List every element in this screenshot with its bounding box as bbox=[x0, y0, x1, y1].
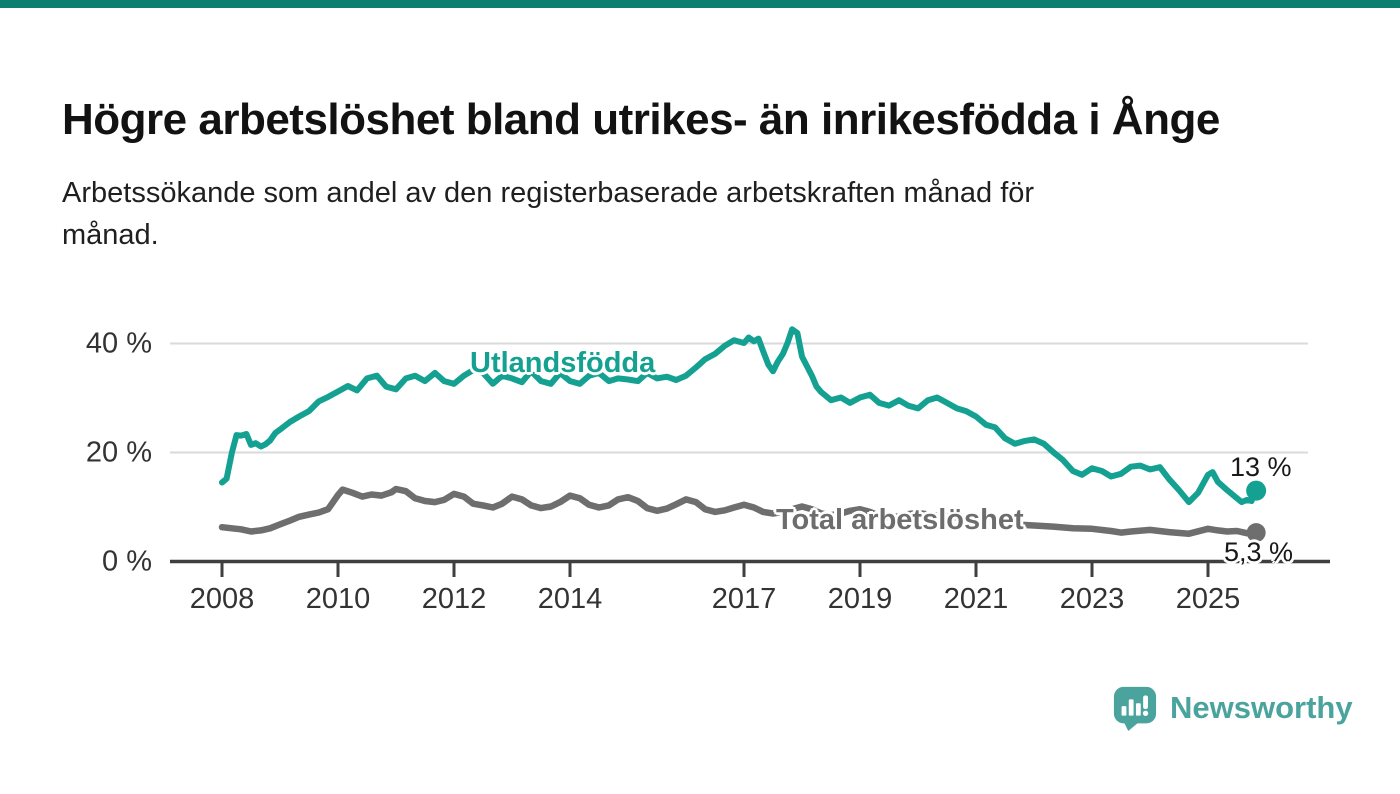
x-tick-label-2019: 2019 bbox=[827, 583, 893, 615]
x-axis-ticks bbox=[220, 561, 1210, 577]
newsworthy-logo: Newsworthy bbox=[1112, 685, 1353, 731]
line-total-arbetsloshet bbox=[218, 485, 1260, 537]
end-value-label-total: 5,3 % bbox=[1224, 537, 1294, 567]
x-tick-label-2010: 2010 bbox=[305, 583, 371, 615]
bar-chart-speech-bubble-icon bbox=[1113, 686, 1157, 731]
endpoint-dot-utlandsfodda bbox=[1246, 480, 1267, 501]
end-value-label-utlandsfodda: 13 % bbox=[1230, 452, 1292, 482]
y-tick-label-0: 0 % bbox=[102, 545, 152, 577]
logo-text: Newsworthy bbox=[1170, 690, 1353, 725]
x-tick-label-2021: 2021 bbox=[943, 583, 1009, 615]
subtitle-line-2: månad. bbox=[62, 219, 159, 251]
x-tick-label-2017: 2017 bbox=[711, 583, 777, 615]
subtitle-line-1: Arbetssökande som andel av den registerb… bbox=[62, 177, 1035, 209]
top-accent-bar bbox=[0, 0, 1400, 8]
x-tick-label-2023: 2023 bbox=[1059, 583, 1125, 615]
x-tick-label-2012: 2012 bbox=[421, 583, 487, 615]
endpoint-dot-total bbox=[1246, 523, 1266, 543]
x-tick-label-2025: 2025 bbox=[1175, 583, 1241, 615]
series-label-utlandsfodda: Utlandsfödda bbox=[470, 347, 656, 379]
page-title: Högre arbetslöshet bland utrikes- än inr… bbox=[62, 95, 1220, 145]
gridlines bbox=[170, 342, 1308, 454]
y-tick-label-20: 20 % bbox=[85, 436, 152, 468]
series-label-total-arbetsloshet: Total arbetslöshet bbox=[776, 504, 1024, 536]
chart-subtitle: Arbetssökande som andel av den registerb… bbox=[62, 172, 1302, 256]
x-tick-label-2008: 2008 bbox=[189, 583, 255, 615]
y-tick-label-40: 40 % bbox=[85, 327, 152, 359]
line-utlandsfodda bbox=[219, 326, 1260, 506]
x-tick-label-2014: 2014 bbox=[537, 583, 603, 615]
